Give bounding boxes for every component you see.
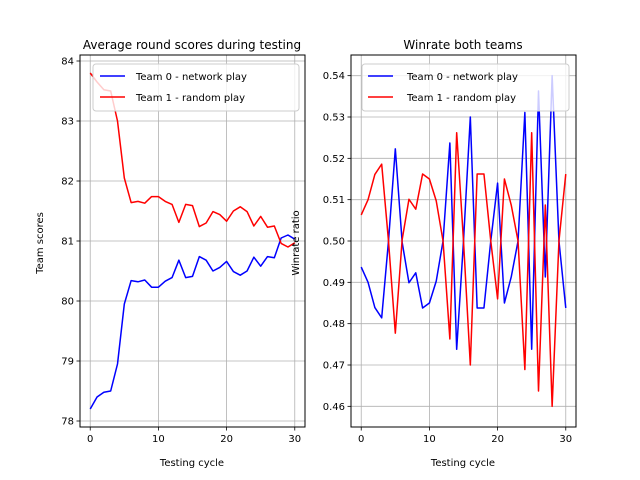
score-series-line-team0 [89, 234, 296, 410]
score-legend: Team 0 - network play Team 1 - random pl… [92, 63, 300, 112]
score-y-tick-label: 81 [61, 237, 74, 248]
winrate-y-tick-label: 0.46 [323, 402, 345, 413]
winrate-y-tick-label: 0.52 [323, 154, 345, 165]
winrate-y-axis-label: Winrate ratio [291, 210, 302, 275]
winrate-x-tick-label: 10 [423, 434, 436, 445]
winrate-x-tick-label: 0 [358, 434, 364, 445]
score-y-tick-label: 80 [61, 297, 74, 308]
score-legend-box [92, 63, 300, 112]
score-x-tick-label: 30 [288, 434, 301, 445]
score-x-tick-label: 0 [87, 434, 93, 445]
score-y-tick-label: 78 [61, 417, 74, 428]
score-y-axis-label: Team scores [35, 212, 46, 275]
winrate-y-tick-label: 0.47 [323, 361, 345, 372]
winrate-chart: Winrate both teams 0 10 20 30 0.46 0.47 0.48 0.… [291, 38, 577, 469]
winrate-y-tick-label: 0.49 [323, 278, 345, 289]
score-axes-frame [79, 54, 306, 428]
score-chart-title: Average round scores during testing [83, 38, 301, 52]
score-y-tick-label: 79 [61, 357, 74, 368]
score-series-line-team1 [89, 72, 296, 248]
score-x-tick-label: 10 [152, 434, 165, 445]
winrate-y-tick-label: 0.54 [323, 71, 345, 82]
winrate-y-tick-label: 0.50 [323, 237, 345, 248]
score-plot-area: 0 10 20 30 78 79 80 81 82 83 84 [61, 54, 306, 445]
score-legend-label-team1: Team 1 - random play [135, 93, 245, 104]
score-y-tick-label: 83 [61, 117, 74, 128]
winrate-x-axis-label: Testing cycle [430, 458, 495, 469]
score-legend-label-team0: Team 0 - network play [135, 72, 247, 83]
winrate-y-tick-label: 0.48 [323, 319, 345, 330]
score-chart: Average round scores during testing 0 10 2… [35, 38, 306, 469]
score-y-tick-label: 84 [61, 57, 74, 68]
winrate-y-tick-label: 0.51 [323, 195, 345, 206]
winrate-legend-label-team0: Team 0 - network play [406, 72, 518, 83]
winrate-chart-title: Winrate both teams [403, 38, 522, 52]
score-x-axis-label: Testing cycle [159, 458, 224, 469]
score-x-tick-label: 20 [220, 434, 233, 445]
winrate-series-line-team1 [360, 131, 567, 408]
winrate-legend-box [361, 63, 570, 112]
winrate-x-tick-label: 20 [491, 434, 504, 445]
score-y-tick-label: 82 [61, 177, 74, 188]
winrate-x-tick-label: 30 [559, 434, 572, 445]
winrate-axes-frame [350, 54, 577, 428]
winrate-y-tick-label: 0.53 [323, 113, 345, 124]
winrate-legend-label-team1: Team 1 - random play [406, 93, 516, 104]
winrate-legend: Team 0 - network play Team 1 - random pl… [361, 63, 570, 112]
